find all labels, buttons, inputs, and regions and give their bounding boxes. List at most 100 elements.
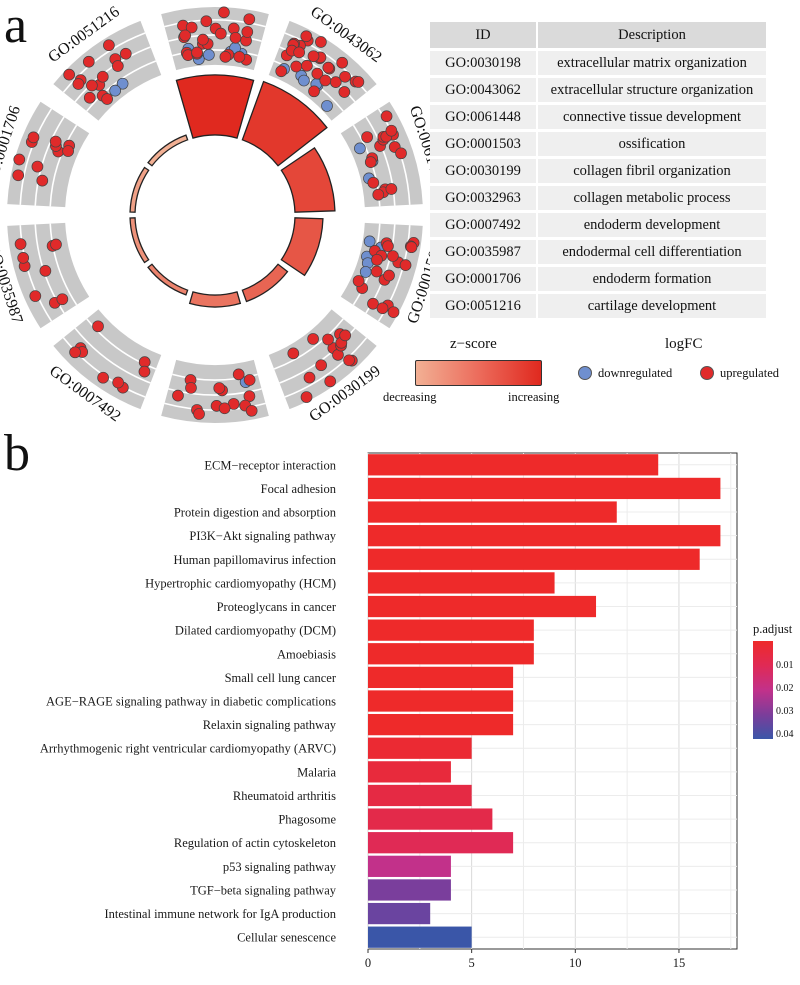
bar [368,926,472,948]
go-point-upregulated [232,368,245,381]
upregulated-label: upregulated [720,366,780,380]
bar [368,454,659,476]
go-table-header-description: Description [537,22,768,50]
go-point-upregulated [385,183,398,195]
category-label: PI3K−Akt signaling pathway [189,529,336,543]
bar [368,501,617,523]
downregulated-label: downregulated [598,366,673,380]
go-point-upregulated [14,238,27,250]
go-point-upregulated [233,51,246,63]
go-point-upregulated [315,359,327,372]
go-point-upregulated [385,124,398,137]
go-segment-gridline [49,223,78,306]
go-point-upregulated [322,61,335,74]
category-label: AGE−RAGE signaling pathway in diabetic c… [46,695,336,709]
go-point-upregulated [56,293,69,306]
go-point-upregulated [92,320,104,333]
go-point-upregulated [63,68,76,81]
upregulated-dot-icon [700,366,714,380]
go-point-upregulated [405,241,418,254]
go-point-upregulated [103,39,115,52]
padjust-tick: 0.03 [776,706,794,717]
go-point-upregulated [83,91,96,104]
go-table-description-cell: extracellular matrix organization [537,48,768,77]
bar [368,666,514,689]
go-point-upregulated [172,389,184,402]
category-label: Small cell lung cancer [225,671,337,685]
go-point-upregulated [12,169,25,182]
category-label: Phagosome [278,813,336,827]
go-point-upregulated [27,131,40,144]
category-label: Intestinal immune network for IgA produc… [104,907,336,921]
x-tick-label: 10 [569,956,582,970]
go-point-upregulated [185,21,198,34]
x-tick-label: 0 [365,956,371,970]
category-label: Focal adhesion [261,482,337,496]
go-point-upregulated [311,67,324,80]
go-table-row: GO:0030199 collagen fibril organization [430,156,768,185]
bar [368,855,451,877]
go-point-downregulated [109,84,122,97]
go-point-upregulated [303,371,316,384]
go-table-description-cell: ossification [537,129,768,158]
bar [368,619,534,641]
go-point-upregulated [339,329,352,342]
go-point-upregulated [243,374,256,386]
go-point-upregulated [101,93,113,105]
go-point-upregulated [36,174,49,187]
go-point-upregulated [399,259,412,271]
zscore-legend-title: z−score [450,336,497,352]
bar [368,525,721,547]
go-point-downregulated [321,100,333,112]
zscore-legend-low: decreasing [383,390,437,404]
go-point-upregulated [191,46,203,59]
bar [368,572,555,594]
go-table-id-cell: GO:0032963 [430,183,538,212]
category-label: Arrhythmogenic right ventricular cardiom… [40,742,336,756]
go-segment [7,217,150,329]
go-zscore-bar [188,291,242,308]
go-point-upregulated [214,27,227,40]
go-zscore-bar [280,217,324,277]
go-segment [53,263,189,410]
go-point-upregulated [31,160,44,173]
go-table-row: GO:0061448 connective tissue development [430,102,768,131]
go-segment [280,217,423,329]
bar [368,902,431,925]
go-segment-gridline [49,124,78,207]
go-point-upregulated [307,50,320,63]
go-point-upregulated [86,79,98,92]
go-point-upregulated [50,238,62,251]
go-table-description-cell: extracellular structure organization [537,75,768,104]
go-table-description-cell: endoderm development [537,210,768,239]
go-table-description-cell: endodermal cell differentiation [537,237,768,266]
go-point-upregulated [352,76,365,88]
bar [368,784,472,807]
go-point-downregulated [203,49,215,61]
padjust-tick: 0.02 [776,683,794,694]
go-point-upregulated [380,110,393,123]
go-segment-label: GO:0032963 [173,428,257,430]
go-point-upregulated [49,135,62,148]
go-table-description-cell: collagen metabolic process [537,183,768,212]
go-zscore-bar [147,134,189,167]
go-point-upregulated [69,346,81,359]
x-tick-label: 5 [469,956,475,970]
go-point-upregulated [300,391,313,403]
go-point-upregulated [82,55,95,68]
go-point-upregulated [213,382,226,394]
go-table-id-cell: GO:0030199 [430,156,538,185]
go-point-upregulated [372,188,385,201]
bar [368,737,472,759]
go-segment-gridline [74,327,151,384]
go-point-upregulated [382,240,394,253]
go-table-row: GO:0001706 endoderm formation [430,264,768,293]
category-label: Dilated cardiomyopathy (DCM) [175,624,336,638]
go-table-header-row: ID Description [430,22,768,50]
go-point-upregulated [17,252,30,264]
category-label: Human papillomavirus infection [174,553,337,567]
go-point-upregulated [111,60,124,72]
go-point-upregulated [241,26,254,38]
category-label: Malaria [297,765,336,779]
go-point-upregulated [343,354,355,367]
